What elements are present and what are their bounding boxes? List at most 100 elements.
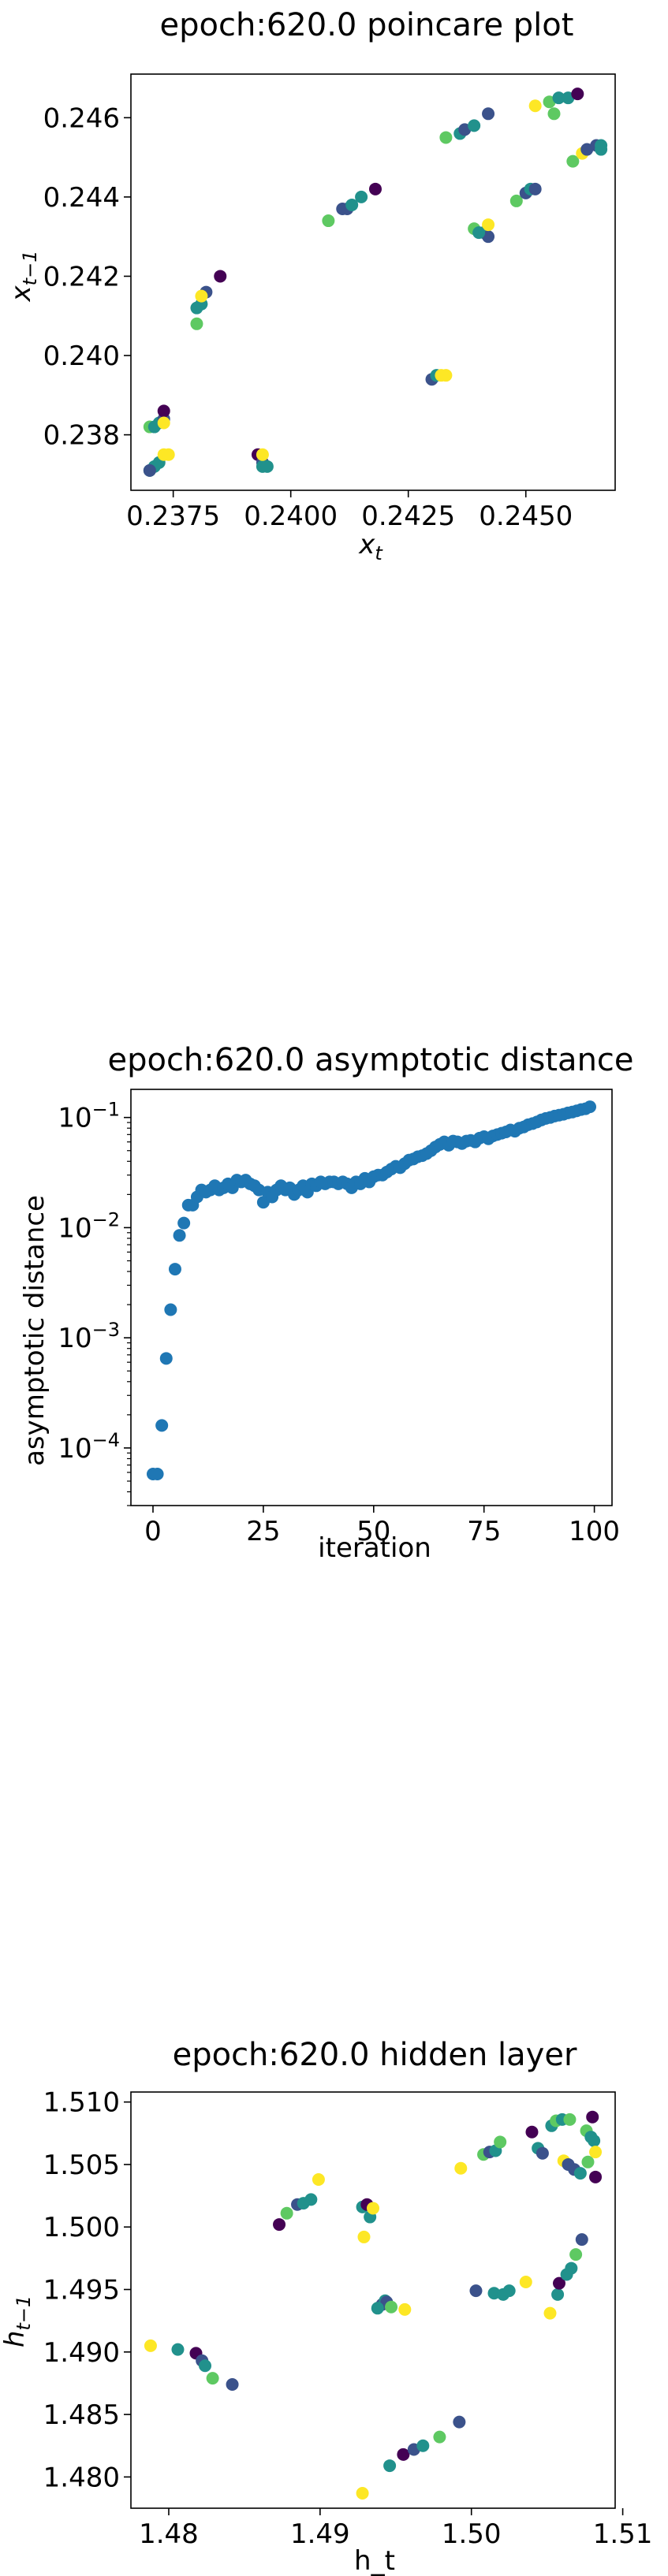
data-point (356, 2486, 369, 2500)
data-point (586, 2110, 599, 2124)
data-point (468, 119, 481, 132)
y-tick-label: 0.244 (43, 182, 120, 214)
poincare-plot: epoch:620.0 poincare plot 0.2375 0.2400 0.… (6, 7, 616, 564)
data-point (195, 289, 208, 303)
data-point (383, 2459, 397, 2473)
data-point (571, 87, 584, 101)
poincare-title: epoch:620.0 poincare plot (160, 7, 574, 43)
data-point (164, 1303, 177, 1316)
data-point (454, 2161, 468, 2175)
data-point (144, 2339, 157, 2352)
data-point (584, 1100, 597, 1114)
data-point (397, 2448, 410, 2461)
x-tick-label: 0.2400 (244, 501, 338, 532)
data-point (199, 2359, 212, 2373)
data-point (256, 448, 269, 461)
plot-frame (130, 73, 616, 491)
data-point (453, 2415, 466, 2429)
data-point (536, 2146, 549, 2160)
data-point (368, 182, 382, 195)
data-point (569, 2248, 583, 2261)
data-point (159, 1352, 173, 1365)
data-point (355, 190, 368, 203)
x-tick-label: 75 (467, 1516, 501, 1547)
y-tick-label: 0.240 (43, 341, 120, 372)
data-point (273, 2218, 286, 2232)
x-tick-label: 0.2450 (479, 501, 573, 532)
data-point (525, 2125, 539, 2139)
data-point (581, 2155, 595, 2168)
asymptotic-title: epoch:620.0 asymptotic distance (107, 1042, 633, 1078)
hidden-title: epoch:620.0 hidden layer (173, 2037, 577, 2073)
data-point (472, 226, 486, 240)
y-tick-label: 10−3 (58, 1319, 120, 1354)
data-point (551, 2288, 565, 2301)
x-tick-label: 1.48 (139, 2518, 199, 2550)
data-point (433, 2430, 446, 2444)
data-point (157, 416, 170, 430)
data-point (519, 2276, 532, 2289)
data-point (155, 1419, 169, 1432)
y-tick-label: 1.490 (43, 2337, 120, 2369)
data-point (214, 270, 227, 283)
hidden-x-label: h_t (354, 2545, 395, 2576)
data-point (547, 107, 561, 121)
data-point (322, 214, 335, 228)
x-tick-label: 100 (569, 1516, 620, 1547)
data-point (482, 218, 495, 232)
data-point (304, 2193, 318, 2206)
data-point (312, 2172, 325, 2186)
y-tick-label: 1.505 (43, 2150, 120, 2181)
data-point (398, 2302, 412, 2316)
y-tick-label: 10−2 (58, 1208, 120, 1244)
y-tick-label: 0.242 (43, 261, 120, 292)
data-point (260, 460, 274, 473)
asymptotic-plot-area: 0 25 50 75 100 10−4 10−3 10−2 10−1 (58, 1089, 620, 1547)
x-tick-label: 1.49 (290, 2518, 350, 2550)
asymptotic-distance-plot: epoch:620.0 asymptotic distance 0 25 50 75 1… (19, 1042, 634, 1564)
data-point (482, 107, 495, 121)
x-tick-label: 1.50 (442, 2518, 502, 2550)
data-point (552, 91, 565, 105)
data-point (469, 2284, 483, 2298)
data-point (226, 2378, 239, 2392)
asymptotic-x-label: iteration (318, 1532, 431, 1564)
poincare-x-label: xt (358, 529, 383, 564)
data-point (565, 2261, 578, 2275)
x-tick-label: 1.51 (593, 2518, 653, 2550)
y-tick-label: 0.238 (43, 420, 120, 452)
x-tick-label: 0.2375 (126, 501, 220, 532)
y-tick-label: 10−4 (58, 1429, 120, 1465)
hidden-plot-area: 1.48 1.49 1.50 1.51 1.480 1.485 1.490 1.495 1.50… (43, 2087, 653, 2550)
data-point (385, 2300, 398, 2314)
asymptotic-y-label: asymptotic distance (19, 1195, 50, 1466)
data-point (168, 1263, 181, 1276)
data-point (543, 2306, 557, 2320)
data-point (528, 99, 542, 113)
data-point (157, 404, 170, 418)
data-point (575, 2233, 588, 2247)
data-point (416, 2439, 430, 2452)
y-tick-label: 0.246 (43, 102, 120, 134)
y-tick-label: 1.480 (43, 2462, 120, 2493)
data-point (280, 2206, 293, 2220)
data-point (528, 182, 542, 195)
data-point (357, 2230, 371, 2243)
data-point (563, 2113, 577, 2126)
data-point (553, 2276, 566, 2290)
hidden-layer-plot: epoch:620.0 hidden layer 1.48 1.49 1.50 1.5… (0, 2037, 653, 2576)
y-tick-label: 1.510 (43, 2087, 120, 2119)
data-point (162, 448, 175, 461)
data-point (171, 2343, 185, 2356)
y-tick-label: 1.485 (43, 2399, 120, 2431)
poincare-y-label: xt−1 (6, 251, 41, 303)
data-point (588, 2134, 601, 2147)
data-point (509, 194, 523, 207)
poincare-plot-area: 0.2375 0.2400 0.2425 0.2450 0.238 0.240 0.242 0… (43, 73, 616, 532)
data-point (367, 2202, 379, 2215)
x-tick-label: 50 (356, 1516, 390, 1547)
data-point (345, 198, 359, 211)
data-point (566, 154, 580, 168)
data-point (589, 2170, 603, 2183)
x-tick-label: 0.2425 (361, 501, 455, 532)
